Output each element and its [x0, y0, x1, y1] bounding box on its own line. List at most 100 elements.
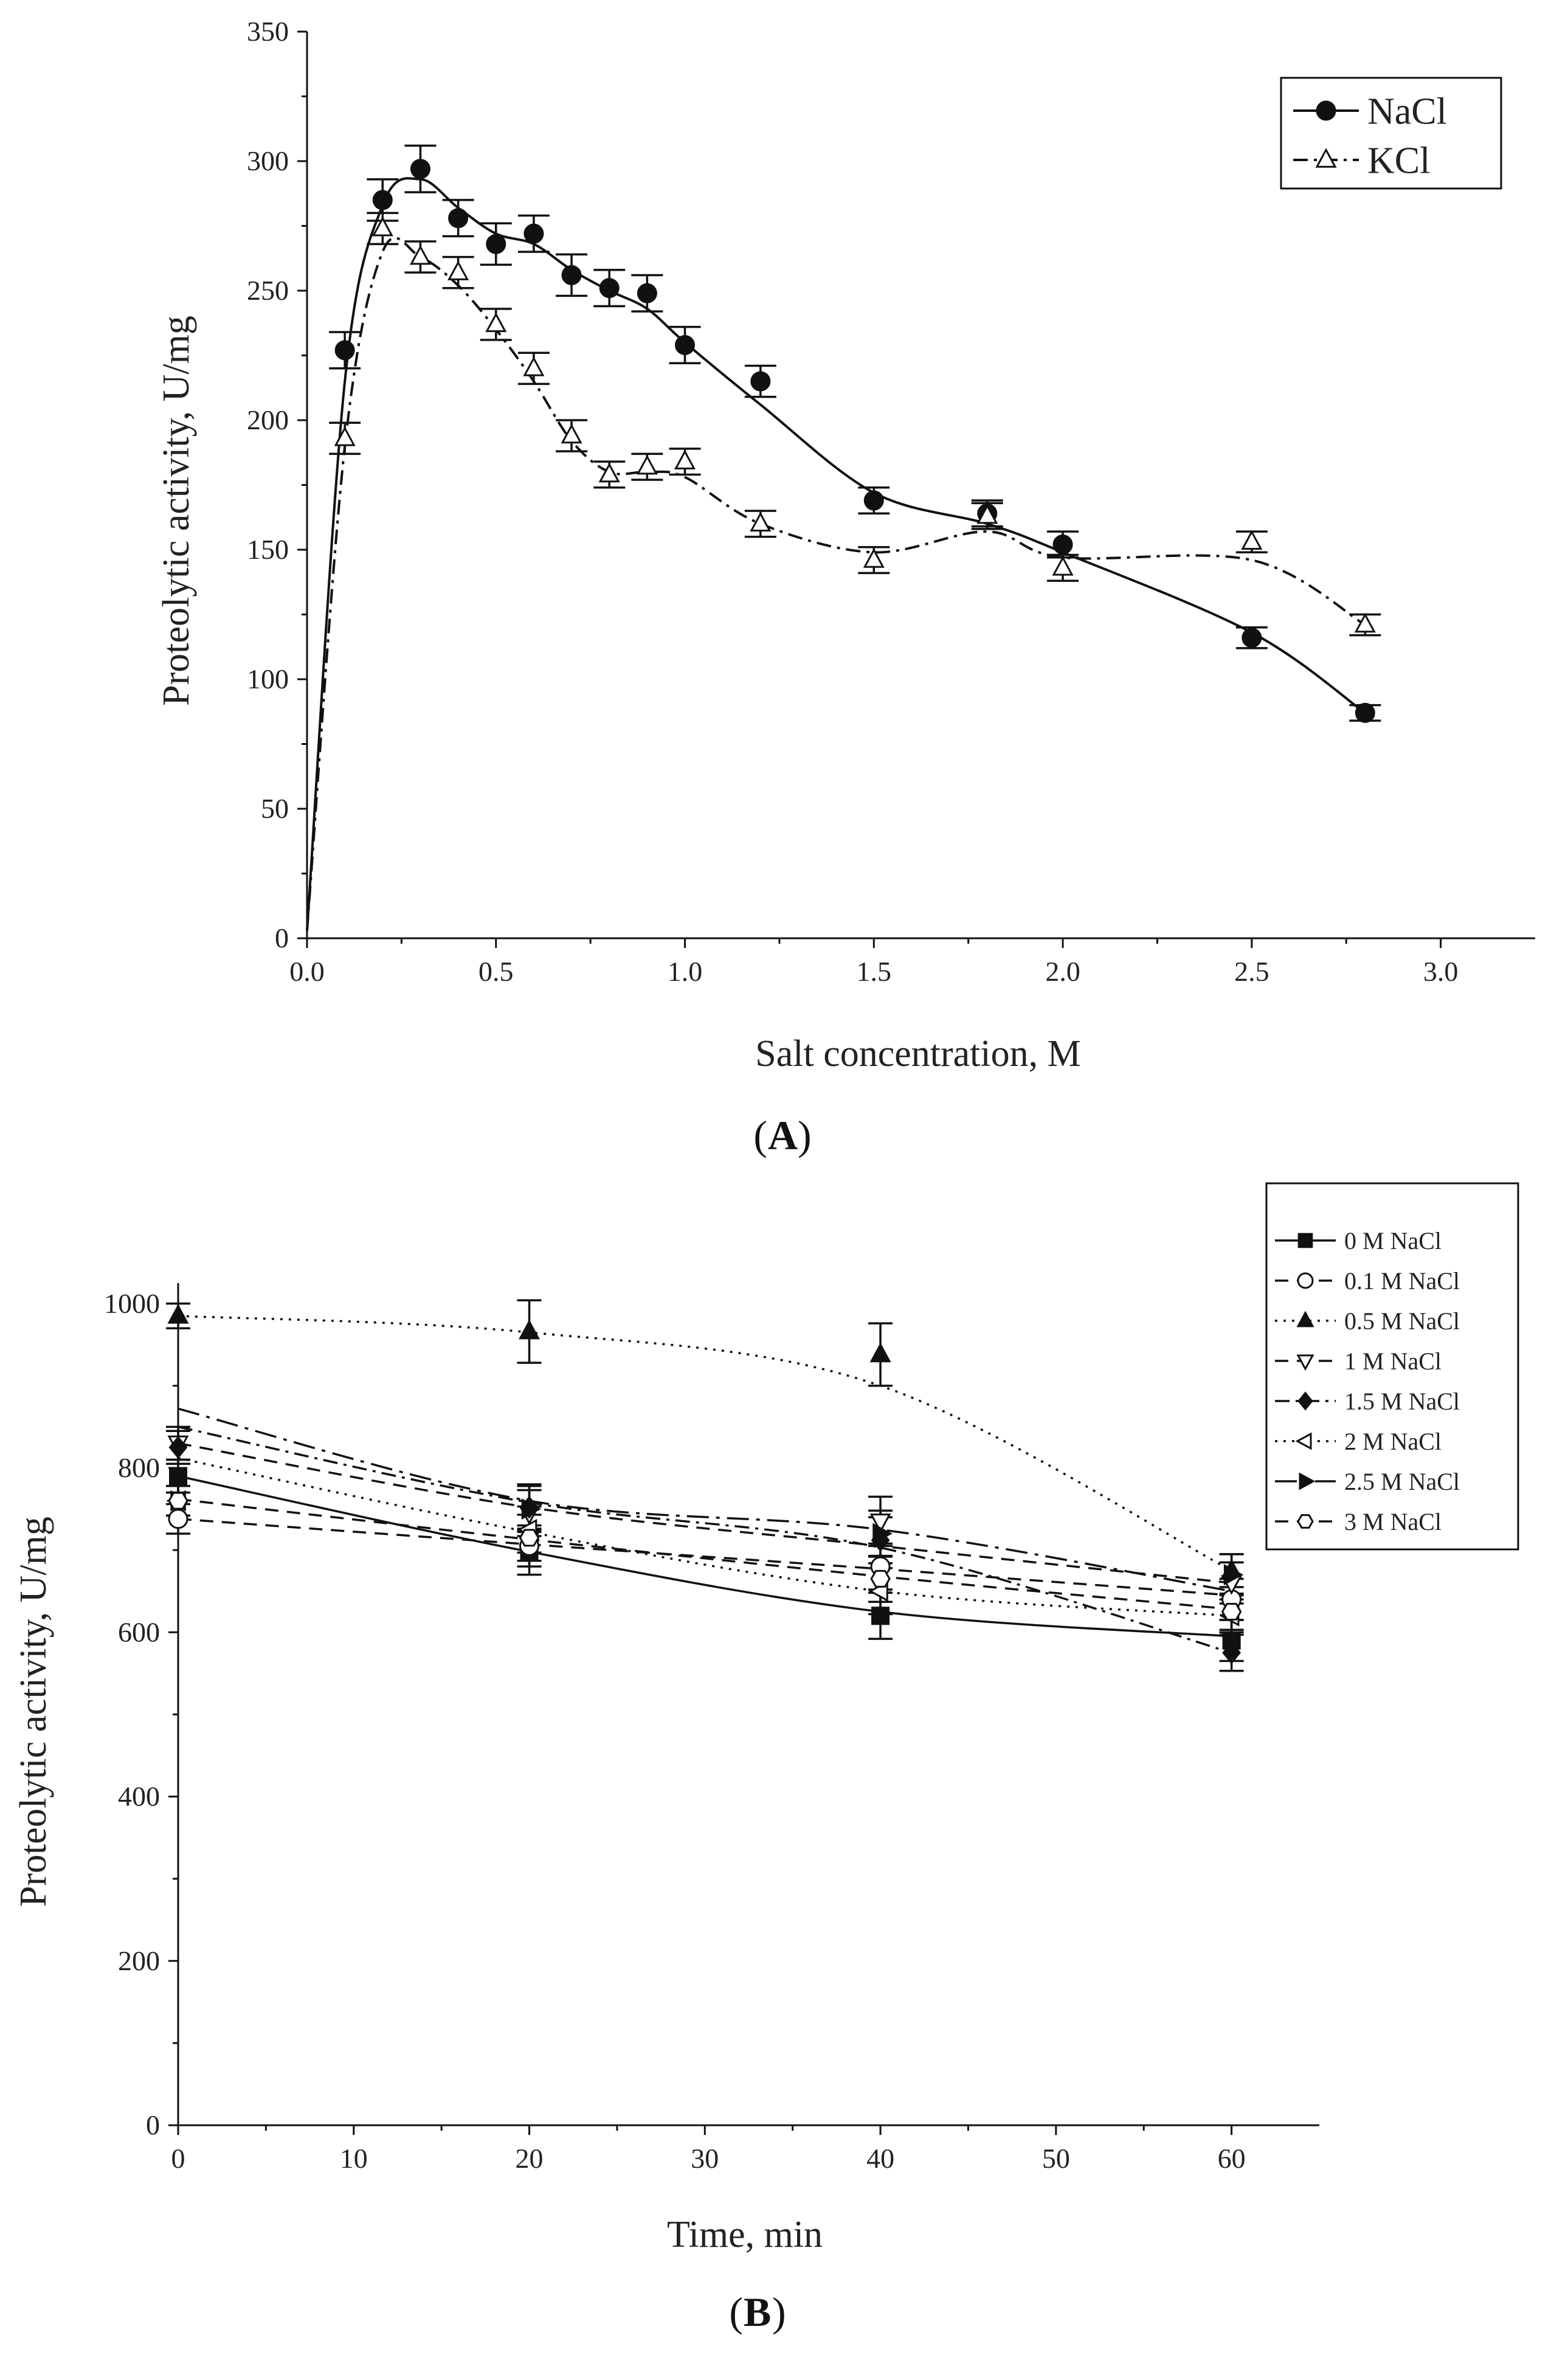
legend-marker — [1297, 1391, 1313, 1411]
data-point — [1052, 556, 1074, 576]
x-tick-label: 0 — [171, 2143, 185, 2174]
series-line — [178, 1425, 1232, 1654]
legend-label: 0 M NaCl — [1344, 1227, 1442, 1254]
series-line — [178, 1518, 1232, 1597]
y-tick-label: 200 — [247, 404, 289, 435]
y-tick-label: 0 — [275, 922, 289, 953]
data-point — [863, 548, 885, 568]
data-point — [869, 1514, 891, 1534]
x-tick-label: 50 — [1042, 2143, 1070, 2174]
chart-a-error-bars — [329, 144, 1381, 722]
y-tick-label: 350 — [247, 16, 289, 47]
legend-frame — [1280, 77, 1502, 190]
data-point — [486, 234, 506, 254]
chart-b-y-axis-label: Proteolytic activity, U/mg — [13, 1517, 54, 1907]
series-line — [178, 1442, 1232, 1584]
data-point — [1052, 534, 1073, 555]
data-point — [409, 244, 432, 265]
chart-a-axes: 0.0 0.5 1.0 1.5 2.0 2.5 3.0 0 50 100 150 200 250 300 3… — [247, 16, 1535, 987]
y-tick-label: 1000 — [104, 1288, 160, 1319]
data-point — [334, 340, 355, 361]
chart-panel-a: 0.0 0.5 1.0 1.5 2.0 2.5 3.0 0 50 100 150 200 250 300 3… — [156, 16, 1535, 1158]
y-tick-label: 100 — [247, 663, 289, 694]
data-point — [523, 223, 544, 244]
x-tick-label: 0.5 — [478, 956, 514, 987]
paren-open: ( — [753, 1112, 767, 1158]
data-point — [1223, 1564, 1244, 1586]
y-tick-label: 600 — [118, 1616, 160, 1647]
data-point — [561, 423, 582, 444]
data-point — [1242, 628, 1262, 648]
y-tick-label: 800 — [118, 1452, 160, 1483]
y-tick-label: 400 — [118, 1781, 160, 1812]
legend-label: 2.5 M NaCl — [1344, 1468, 1460, 1495]
data-point — [870, 1569, 891, 1588]
data-point — [750, 371, 771, 392]
legend-marker — [1297, 1233, 1313, 1248]
data-point — [1221, 1603, 1242, 1621]
data-point — [976, 503, 998, 524]
y-tick-label: 50 — [261, 793, 289, 824]
data-point — [863, 490, 884, 511]
paren-open: ( — [729, 2289, 743, 2335]
legend-marker — [1295, 1432, 1312, 1450]
x-tick-label: 1.5 — [857, 956, 892, 987]
x-tick-label: 2.0 — [1045, 956, 1080, 987]
chart-a-curves — [306, 177, 1366, 931]
data-point — [871, 1607, 890, 1625]
data-point — [334, 426, 356, 446]
series-line — [178, 1475, 1232, 1638]
chart-b-legend: 0 M NaCl 0.1 M NaCl 0.5 M NaCl 1 M NaCl 1.5 … — [1265, 1182, 1519, 1551]
legend-label: 1.5 M NaCl — [1344, 1388, 1460, 1415]
y-tick-label: 0 — [146, 2109, 160, 2140]
chart-b-panel-letter: B — [744, 2289, 771, 2335]
legend-label: 0.1 M NaCl — [1344, 1267, 1460, 1295]
data-point — [169, 1467, 187, 1486]
x-tick-label: 40 — [866, 2143, 894, 2174]
legend-marker — [1316, 100, 1336, 121]
data-point — [674, 449, 696, 469]
legend-marker — [1297, 1514, 1314, 1529]
legend-marker — [1296, 1310, 1314, 1327]
x-tick-label: 3.0 — [1423, 956, 1459, 987]
x-tick-label: 0.0 — [289, 956, 325, 987]
y-tick-label: 250 — [247, 275, 289, 306]
series-line — [178, 1315, 1232, 1572]
legend-label: NaCl — [1367, 91, 1447, 133]
data-point — [167, 1304, 189, 1324]
x-tick-label: 2.5 — [1234, 956, 1269, 987]
data-point — [447, 260, 469, 280]
legend-label: 2 M NaCl — [1344, 1428, 1442, 1455]
x-tick-label: 10 — [340, 2143, 368, 2174]
data-point — [519, 1529, 540, 1547]
series-line — [306, 237, 1366, 931]
data-point — [168, 1509, 188, 1529]
chart-b-x-axis-label: Time, min — [667, 2214, 823, 2255]
chart-b-curves — [178, 1315, 1232, 1654]
paren-close: ) — [798, 1112, 812, 1158]
data-point — [637, 283, 657, 303]
data-point — [168, 1436, 188, 1459]
chart-a-markers — [334, 159, 1376, 723]
legend-label: 1 M NaCl — [1344, 1348, 1442, 1375]
chart-a-x-axis-label: Salt concentration, M — [755, 1033, 1080, 1074]
data-point — [750, 511, 772, 532]
chart-b-markers — [166, 1304, 1244, 1664]
data-point — [1355, 702, 1375, 723]
data-point — [521, 1498, 542, 1520]
data-point — [1354, 612, 1376, 633]
x-tick-label: 30 — [691, 2143, 719, 2174]
series-line — [178, 1498, 1232, 1611]
chart-b-panel-caption: ( B ) — [729, 2289, 786, 2335]
y-tick-label: 200 — [118, 1945, 160, 1976]
data-point — [636, 455, 658, 475]
chart-a-y-axis-label: Proteolytic activity, U/mg — [156, 316, 197, 706]
y-tick-label: 300 — [247, 145, 289, 176]
legend-label: 0.5 M NaCl — [1344, 1307, 1460, 1335]
legend-marker — [1299, 1472, 1316, 1490]
data-point — [598, 462, 620, 483]
chart-a-panel-caption: ( A ) — [753, 1112, 811, 1158]
